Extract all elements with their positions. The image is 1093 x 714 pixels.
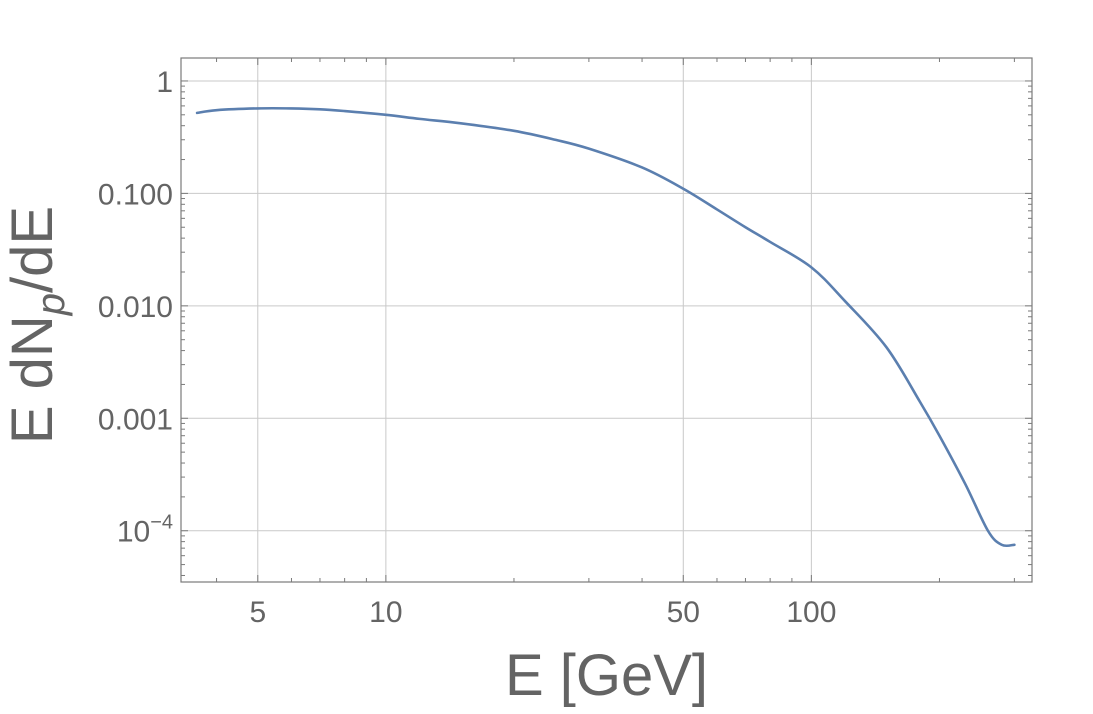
y-tick-label-base: 0.001 (98, 403, 173, 436)
x-tick-label: 5 (249, 596, 266, 629)
y-tick-label-base: 0.100 (98, 178, 173, 211)
y-axis-title-sub: p (29, 293, 73, 316)
series-line (195, 106, 1016, 548)
x-tick-label: 50 (667, 596, 700, 629)
y-tick-label: 1 (156, 66, 173, 99)
x-tick-label: 100 (786, 596, 836, 629)
y-tick-label-base: 10 (117, 516, 150, 549)
y-tick-label: 0.100 (98, 178, 173, 211)
y-axis-title: E dNp/dE (0, 206, 73, 444)
y-tick-label: 0.001 (98, 403, 173, 436)
tick-layer (181, 58, 1032, 582)
y-axis-title-tail: /dE (0, 206, 65, 293)
y-tick-label-base: 0.010 (98, 291, 173, 324)
x-tick-label: 10 (369, 596, 402, 629)
y-axis-title-main: E dN (0, 315, 65, 444)
y-tick-label-base: 1 (156, 66, 173, 99)
plot-frame (180, 57, 1033, 583)
y-tick-label: 0.010 (98, 291, 173, 324)
grid-layer (181, 58, 1032, 582)
y-tick-label: 10−4 (117, 512, 173, 549)
y-tick-label-exponent: −4 (150, 512, 173, 534)
x-axis-title: E [GeV] (505, 643, 708, 708)
series-layer (195, 106, 1016, 548)
